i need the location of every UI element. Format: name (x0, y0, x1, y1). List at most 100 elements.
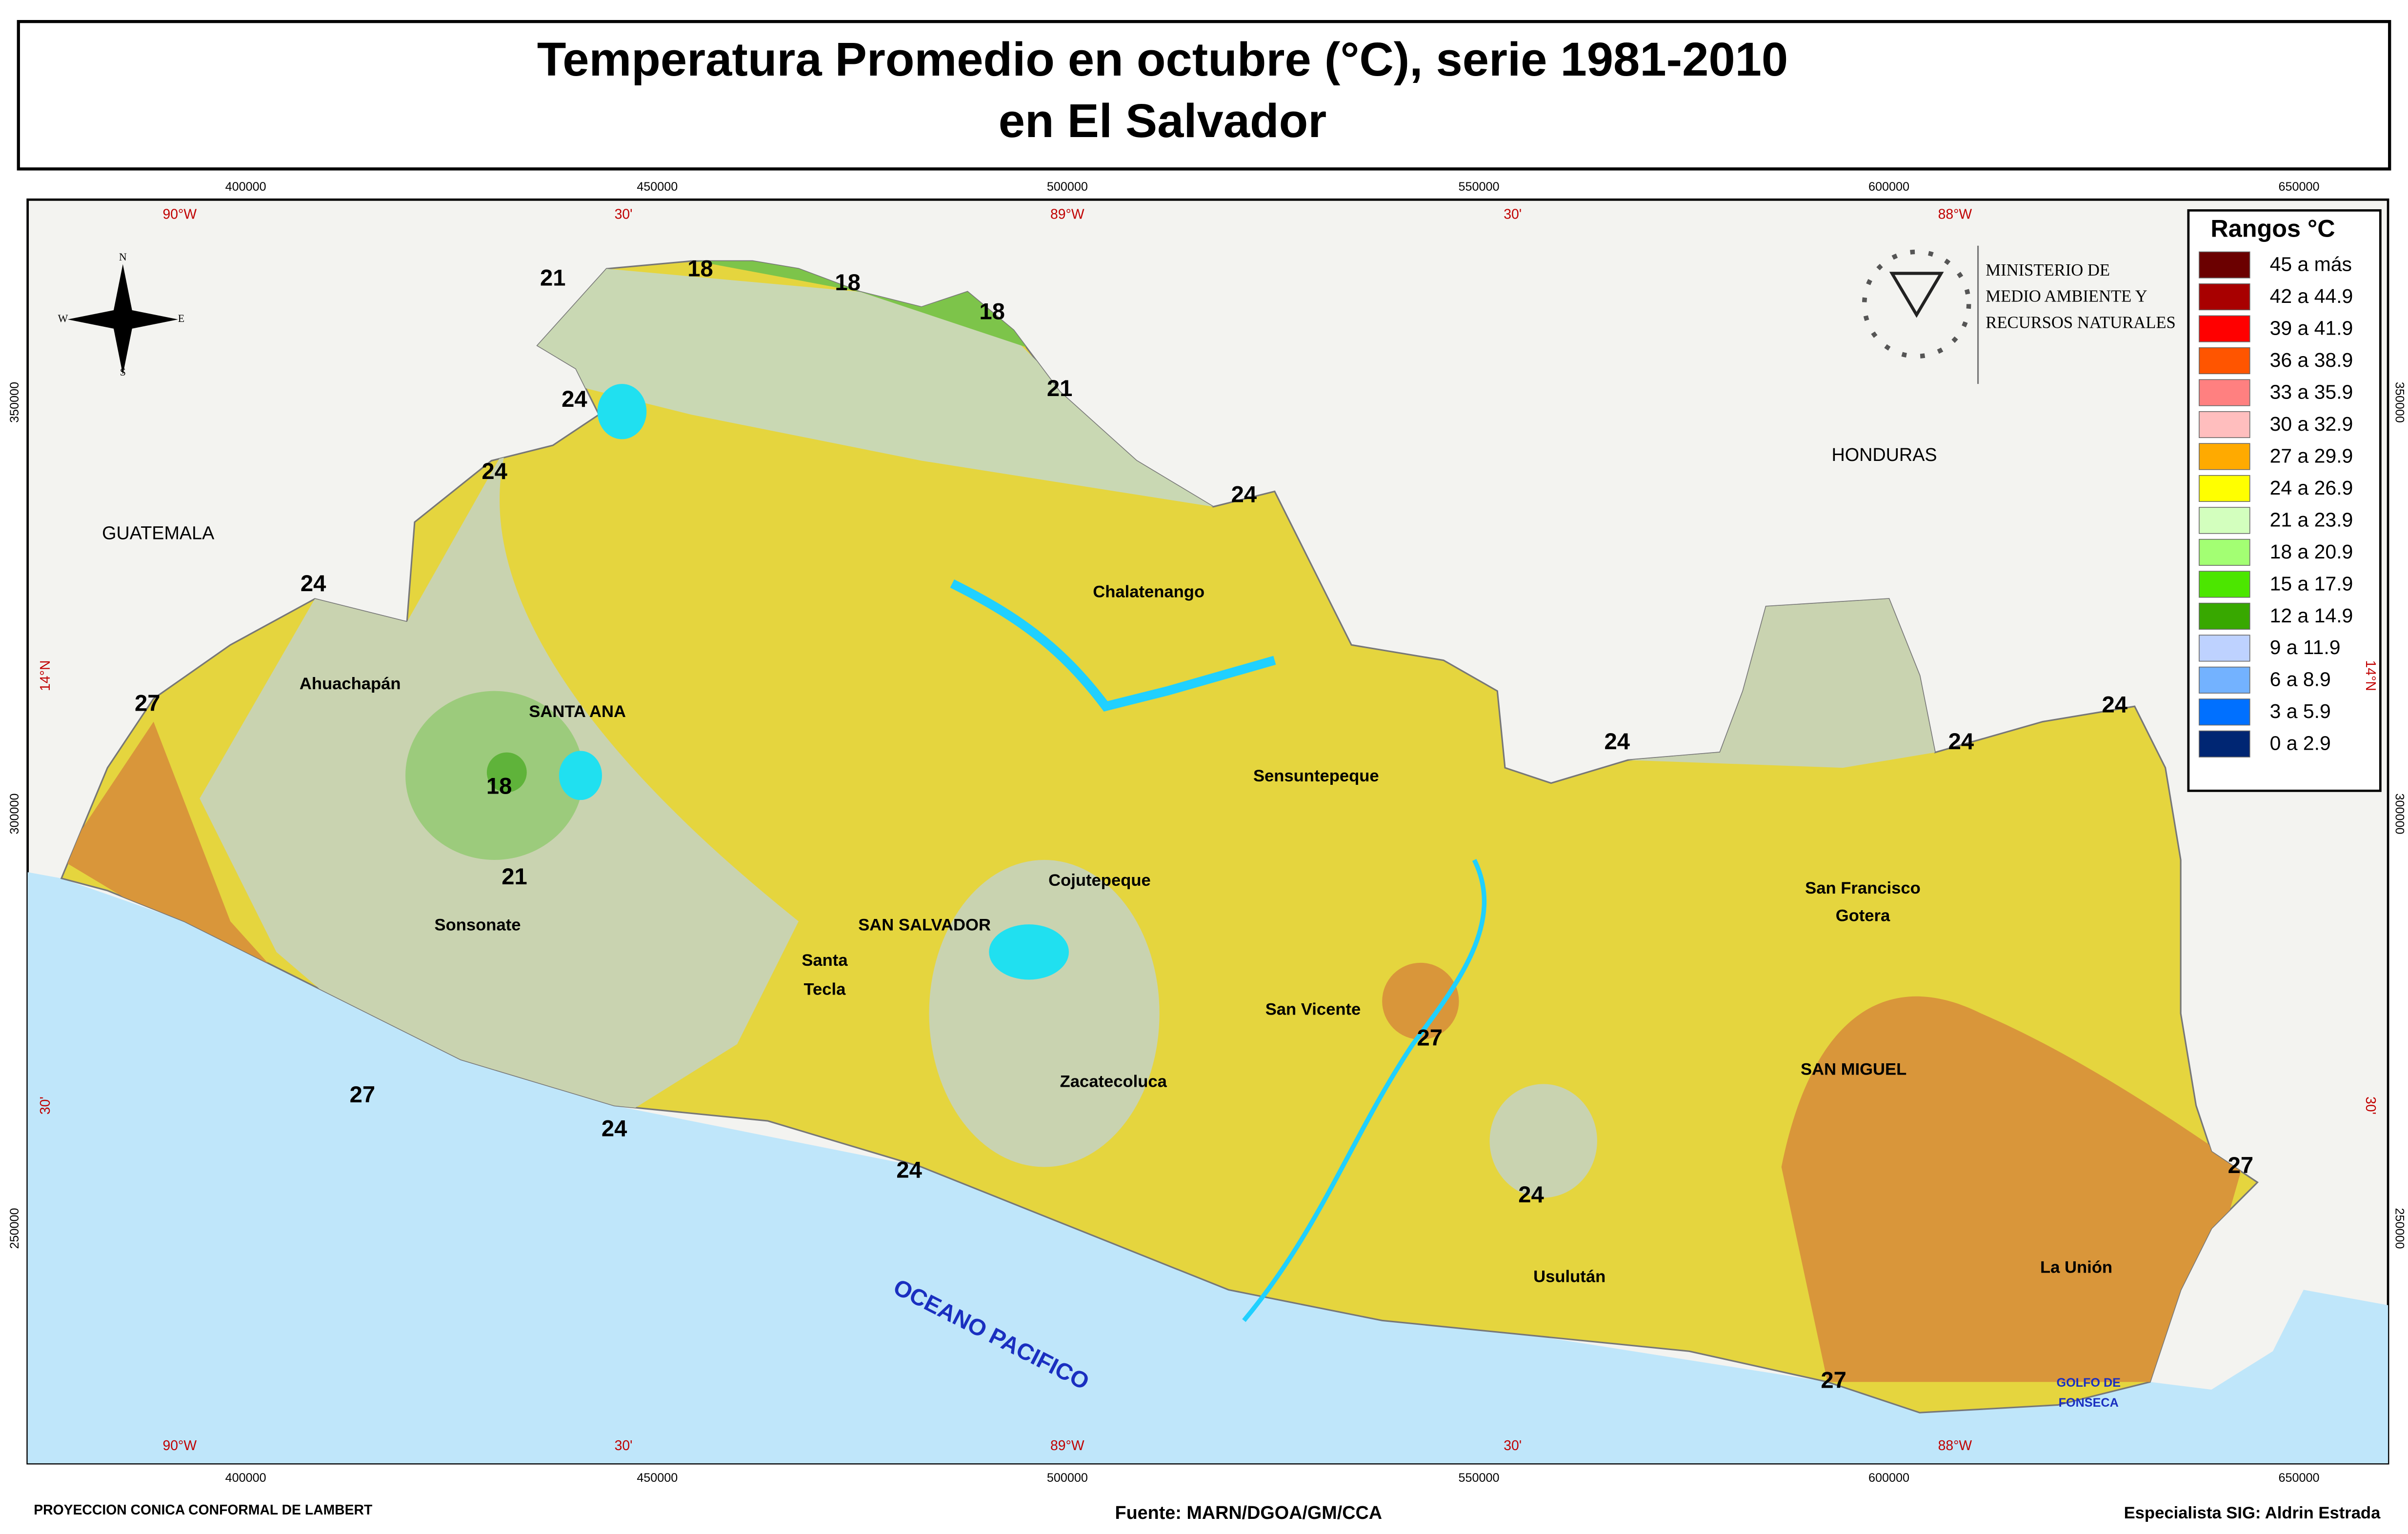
title: Temperatura Promedio en octubre (°C), se… (537, 33, 1788, 86)
lake (989, 924, 1069, 980)
institution-name: MINISTERIO DE (1986, 261, 2110, 279)
place-label: Santa (802, 951, 848, 970)
longitude-label: 88°W (1938, 206, 1972, 222)
latitude-label: 14°N (2363, 660, 2378, 691)
lake (597, 384, 647, 439)
legend-label: 3 a 5.9 (2270, 700, 2331, 722)
lake (559, 751, 602, 800)
zone-27 (1781, 996, 2243, 1382)
legend-label: 24 a 26.9 (2270, 477, 2353, 499)
emblem (1889, 272, 1944, 318)
northing-label: 250000 (2392, 1208, 2406, 1249)
legend-swatch (2199, 251, 2250, 279)
longitude-label: 89°W (1050, 206, 1084, 222)
longitude-label: 30' (615, 206, 633, 222)
zone-27 (1382, 962, 1459, 1040)
latitude-label: 14°N (38, 660, 53, 691)
longitude-label: 90°W (163, 206, 197, 222)
legend-label: 27 a 29.9 (2270, 444, 2353, 467)
institution-name: RECURSOS NATURALES (1986, 313, 2175, 332)
legend-label: 21 a 23.9 (2270, 508, 2353, 531)
legend-label: 42 a 44.9 (2270, 285, 2353, 307)
northing-label: 250000 (8, 1208, 21, 1249)
easting-label: 550000 (1458, 1471, 1499, 1485)
easting-label: 600000 (1868, 1471, 1909, 1485)
place-label: GUATEMALA (102, 523, 215, 544)
river (1242, 858, 1487, 1322)
place-label: HONDURAS (1831, 445, 1937, 465)
place-label: FONSECA (2059, 1396, 2119, 1410)
legend-label: 36 a 38.9 (2270, 349, 2353, 371)
easting-label: 550000 (1458, 180, 1499, 194)
place-label: San Vicente (1265, 1000, 1361, 1019)
longitude-label: 89°W (1050, 1438, 1084, 1454)
zone-21 (1627, 598, 1935, 768)
contour-label: 21 (502, 864, 527, 890)
legend-swatch (2199, 730, 2250, 757)
place-label: La Unión (2040, 1258, 2112, 1276)
easting-label: 400000 (225, 180, 266, 194)
legend-swatch (2199, 538, 2250, 566)
legend-swatch (2199, 443, 2250, 470)
legend-swatch (2199, 602, 2250, 630)
compass-letter: W (58, 312, 68, 324)
place-label: Zacatecoluca (1060, 1073, 1167, 1091)
contour-label: 24 (2102, 692, 2127, 718)
northing-label: 300000 (2392, 794, 2406, 835)
contour-label: 21 (1047, 376, 1073, 401)
contour-label: 24 (602, 1116, 627, 1141)
longitude-label: 88°W (1938, 1438, 1972, 1454)
latitude-label: 30' (38, 1096, 53, 1115)
legend-label: 15 a 17.9 (2270, 572, 2353, 595)
contour-label: 24 (896, 1157, 922, 1183)
easting-label: 650000 (2278, 1471, 2319, 1485)
easting-label: 650000 (2278, 180, 2319, 194)
legend-swatch (2199, 475, 2250, 502)
footer-left: PROYECCION CONICA CONFORMAL DE LAMBERT (34, 1502, 372, 1518)
temperature-zones (61, 261, 2243, 1382)
ocean (27, 872, 2388, 1464)
legend-label: 6 a 8.9 (2270, 668, 2331, 691)
latitude-label: 30' (2363, 1096, 2378, 1115)
compass-letter: S (120, 366, 126, 378)
place-label: San Francisco (1805, 879, 1921, 897)
compass-rose (67, 264, 179, 375)
place-label: Sensuntepeque (1253, 767, 1379, 785)
legend-label: 39 a 41.9 (2270, 317, 2353, 339)
place-label: Sonsonate (435, 916, 521, 934)
place-label: Tecla (803, 980, 846, 999)
legend-swatch (2199, 315, 2250, 342)
northing-label: 350000 (2392, 382, 2406, 423)
contour-label: 18 (486, 773, 512, 799)
title: en El Salvador (999, 94, 1326, 147)
contour-label: 27 (2228, 1153, 2254, 1178)
contour-label: 24 (1948, 729, 1974, 755)
contour-label: 27 (135, 690, 161, 716)
longitude-label: 30' (1504, 1438, 1522, 1454)
stars (1862, 249, 1971, 359)
contour-label: 24 (1518, 1182, 1544, 1208)
footer-right: Especialista SIG: Aldrin Estrada (2124, 1504, 2381, 1522)
place-label: SAN MIGUEL (1801, 1060, 1906, 1078)
ministry-logo (1862, 245, 1979, 384)
title-box (17, 20, 2391, 171)
contour-label: 27 (350, 1082, 376, 1108)
contour-label: 27 (1417, 1025, 1443, 1051)
legend-swatch (2199, 635, 2250, 662)
legend-label: 9 a 11.9 (2270, 636, 2341, 658)
legend-label: 30 a 32.9 (2270, 413, 2353, 435)
compass-star (67, 264, 179, 375)
place-label: Chalatenango (1093, 582, 1204, 601)
place-label: SANTA ANA (529, 702, 626, 721)
northing-label: 350000 (8, 382, 21, 423)
longitude-label: 30' (1504, 206, 1522, 222)
contour-label: 27 (1821, 1368, 1846, 1394)
legend-swatch (2199, 571, 2250, 598)
easting-label: 500000 (1047, 1471, 1088, 1485)
legend-label: 12 a 14.9 (2270, 604, 2353, 627)
place-label: SAN SALVADOR (858, 916, 991, 934)
northing-label: 300000 (8, 794, 21, 835)
place-label: Ahuachapán (300, 675, 401, 693)
